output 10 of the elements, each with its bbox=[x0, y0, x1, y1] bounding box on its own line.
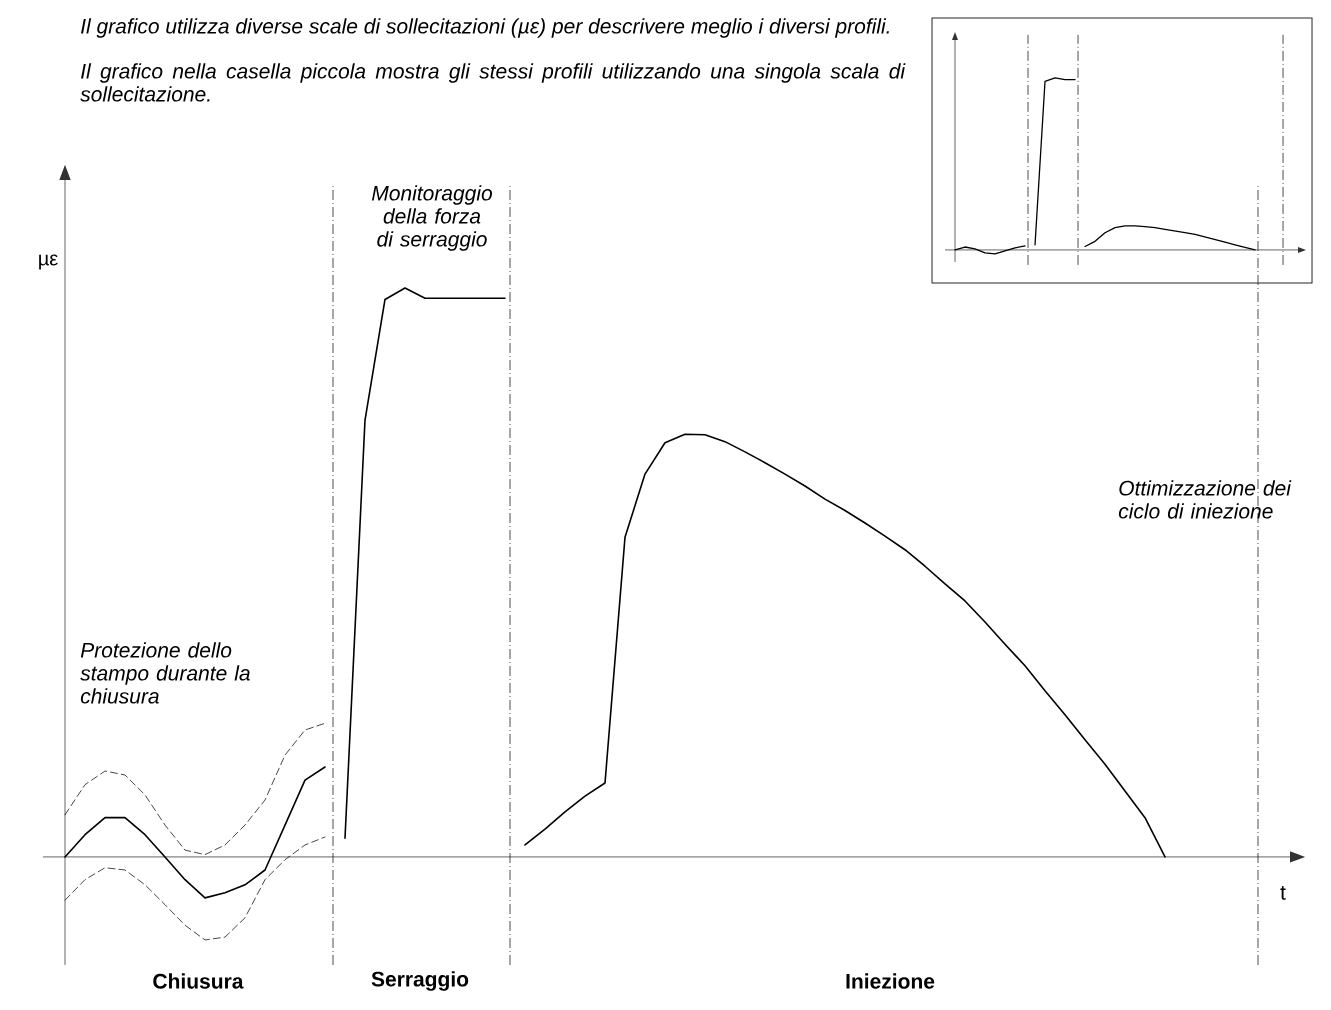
annotation: Protezione dello stampo durante la chiusura bbox=[80, 642, 250, 704]
text: Chiusura bbox=[153, 973, 244, 989]
y-axis-title: µε bbox=[39, 254, 58, 270]
text: Serraggio bbox=[371, 971, 469, 991]
text: Monitoraggio della forza di serraggio bbox=[371, 185, 493, 251]
x-axis-title: t bbox=[1280, 886, 1286, 900]
text: Il grafico nella casella piccola mostra gli stessi profili utilizzando una singola scala di sollecitazione. bbox=[80, 63, 906, 102]
annotation: Ottimizzazione dei ciclo di iniezione bbox=[1118, 480, 1292, 519]
text: Il grafico utilizza diverse scale di sollecitazioni (µε) per descrivere meglio i diversi profili. bbox=[81, 18, 889, 38]
text: Iniezione bbox=[846, 973, 935, 989]
